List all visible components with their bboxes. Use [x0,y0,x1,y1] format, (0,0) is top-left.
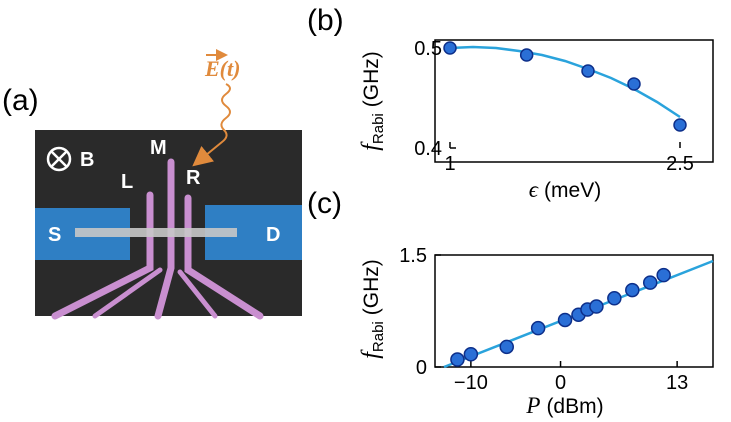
c-xtick-label-2: 13 [666,372,688,394]
plot-b-xlabel-unit: (meV) [544,179,601,202]
plot-b-xlabel-symbol: ϵ [529,177,539,202]
gate-left [51,191,154,320]
gate-lead-extra-left [92,267,163,319]
c-data-point-7 [589,299,604,314]
plot-c-x-axis-label: P (dBm) [525,393,603,418]
b-ytick-label-1: 0.5 [414,38,442,60]
contact-label-drain: D [266,224,280,246]
b-data-point-1 [519,48,534,62]
plot-c-y-axis-label: fRabi (GHz) [358,259,387,359]
plot-c-frame [434,254,714,368]
gates [51,158,264,320]
plot-c-xlabel-symbol: P [525,393,540,418]
gate-label-left: L [121,171,133,193]
magnetic-field-label: B [80,149,94,171]
panel-c: (c) −10 0 13 0 1.5 fRabi (GHz) P (dBm) [307,187,714,418]
panel-a: (a) S D L M R B E(t) [2,49,302,320]
field-wave-arrow [192,83,231,167]
plot-b-frame [434,39,714,163]
svg-text:fRabi(GHz): fRabi (GHz) [358,259,387,359]
gate-lead-extra-right [177,269,218,319]
c-data-point-9 [625,282,640,298]
channel [75,228,237,237]
c-data-point-10 [642,275,658,290]
c-xtick-label-1: 0 [555,372,566,394]
gate-middle [154,158,175,320]
c-data-point-1 [463,347,479,362]
b-data-point-4 [673,118,687,132]
magnetic-field-symbol [46,146,72,172]
svg-text:fRabi(GHz): fRabi (GHz) [358,51,387,151]
c-data-point-8 [607,291,622,306]
b-xtick-label-0: 1 [444,153,455,175]
plot-c-ylabel-symbol: f [358,349,384,359]
c-xtick-label-0: −10 [454,372,488,394]
c-data-point-11 [656,267,671,283]
c-ytick-label-1: 1.5 [399,245,427,267]
b-xtick-label-1: 2.5 [666,153,694,175]
plot-b-ylabel-unit: (GHz) [360,51,383,107]
gate-right [184,194,264,320]
gate-label-middle: M [150,137,167,159]
b-data-point-2 [581,64,595,78]
b-data-point-3 [627,77,641,91]
c-data-point-3 [530,320,546,336]
b-data-point-0 [443,41,457,55]
panel-a-label: (a) [2,84,39,117]
plot-b-x-axis-label: ϵ (meV) [529,177,601,202]
c-data-point-2 [499,339,514,355]
gate-label-right: R [186,167,201,189]
plot-c-xlabel-unit: (dBm) [546,395,603,418]
c-data-point-0 [450,352,465,367]
b-ytick-label-0: 0.4 [414,138,442,160]
panel-b-label: (b) [307,4,344,37]
field-label: E(t) [204,56,240,81]
plot-b-y-axis-label: fRabi (GHz) [358,51,387,151]
plot-c-ylabel-unit: (GHz) [360,259,383,315]
contact-label-source: S [48,224,61,246]
panel-b: (b) 1 2.5 0.4 0.5 fRabi (GHz) ϵ (meV) [307,4,714,202]
c-data-point-4 [557,312,573,328]
plot-b-ylabel-symbol: f [358,141,384,151]
plot-b-ylabel-sub: Rabi [370,113,387,144]
c-ytick-label-0: 0 [416,357,427,379]
b-fit-line [449,45,681,119]
plot-c-ylabel-sub: Rabi [370,321,387,352]
panel-c-label: (c) [307,187,342,220]
